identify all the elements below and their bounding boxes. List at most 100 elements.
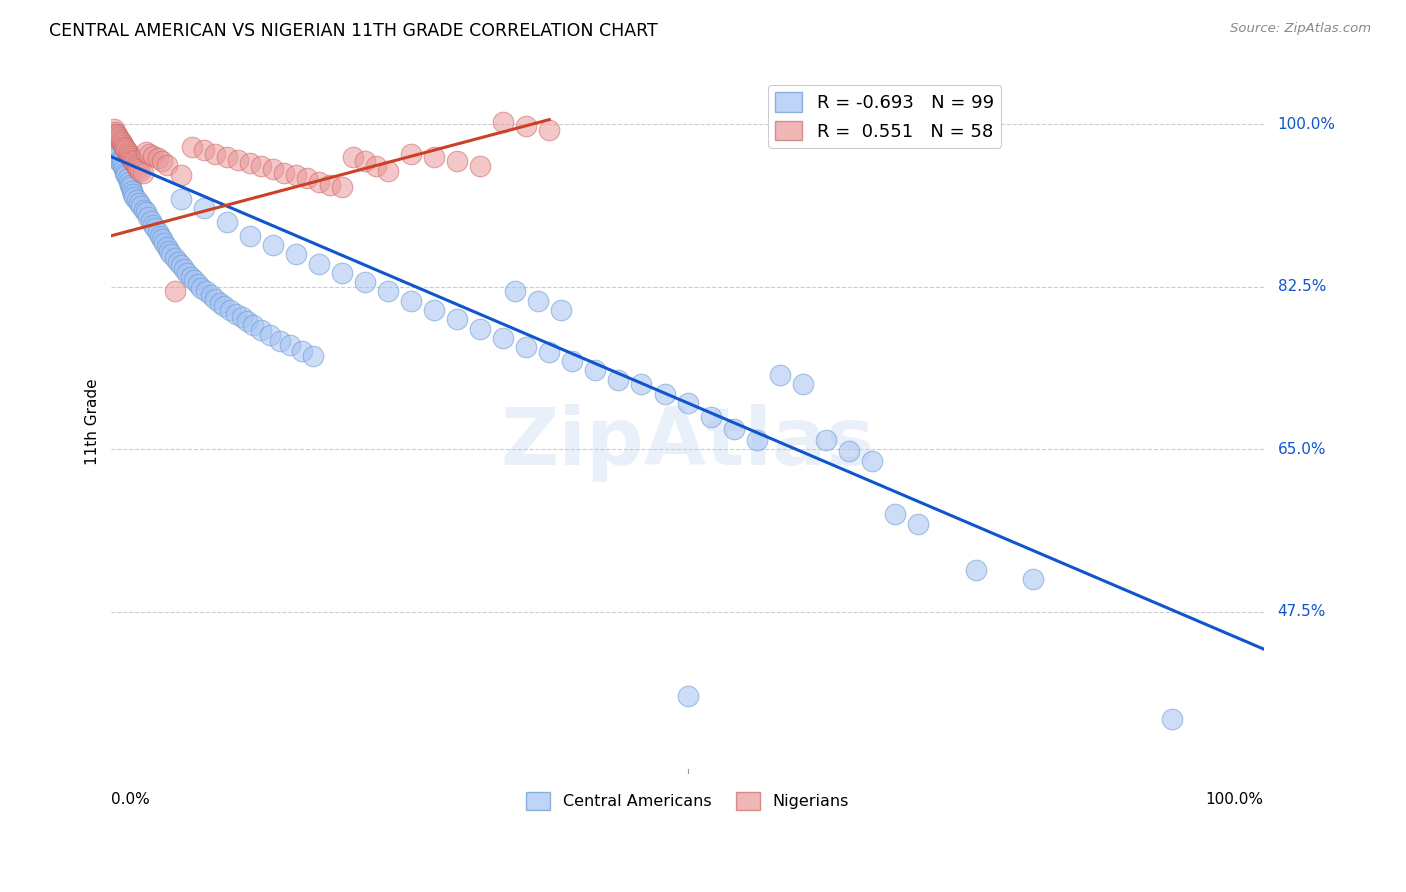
Point: [676, 689, 699, 703]
Point: [190, 281, 212, 295]
Point: [127, 161, 149, 176]
Point: [330, 266, 353, 280]
Point: [194, 285, 217, 299]
Point: [538, 123, 561, 137]
Point: [103, 140, 125, 154]
Point: [136, 210, 159, 224]
Point: [176, 266, 198, 280]
Point: [1022, 573, 1045, 587]
Point: [250, 159, 273, 173]
Point: [215, 150, 238, 164]
Point: [308, 175, 330, 189]
Point: [138, 147, 160, 161]
Point: [124, 190, 146, 204]
Point: [111, 137, 134, 152]
Point: [181, 140, 204, 154]
Point: [273, 165, 295, 179]
Point: [214, 299, 236, 313]
Point: [120, 180, 142, 194]
Point: [814, 433, 837, 447]
Point: [231, 310, 253, 325]
Point: [446, 312, 468, 326]
Point: [142, 149, 165, 163]
Point: [284, 169, 307, 183]
Point: [157, 244, 180, 258]
Point: [118, 178, 141, 192]
Legend: Central Americans, Nigerians: Central Americans, Nigerians: [520, 786, 855, 816]
Point: [169, 259, 191, 273]
Point: [122, 186, 145, 201]
Point: [204, 292, 226, 306]
Point: [115, 169, 138, 183]
Point: [215, 215, 238, 229]
Point: [468, 321, 491, 335]
Point: [423, 303, 446, 318]
Point: [1160, 712, 1182, 726]
Point: [187, 277, 209, 291]
Point: [468, 159, 491, 173]
Point: [125, 160, 148, 174]
Point: [111, 153, 134, 167]
Point: [156, 158, 179, 172]
Point: [173, 262, 195, 277]
Point: [838, 444, 860, 458]
Point: [111, 159, 134, 173]
Point: [446, 154, 468, 169]
Point: [146, 225, 169, 239]
Text: 82.5%: 82.5%: [1278, 279, 1326, 294]
Point: [149, 228, 172, 243]
Point: [167, 254, 190, 268]
Point: [259, 328, 281, 343]
Point: [108, 154, 131, 169]
Point: [108, 132, 131, 146]
Point: [107, 147, 129, 161]
Point: [183, 273, 205, 287]
Point: [860, 453, 883, 467]
Point: [526, 293, 548, 308]
Point: [104, 125, 127, 139]
Point: [117, 145, 139, 160]
Point: [884, 508, 907, 522]
Point: [129, 163, 152, 178]
Point: [124, 158, 146, 172]
Point: [142, 218, 165, 232]
Point: [114, 165, 136, 179]
Point: [226, 153, 249, 167]
Point: [225, 307, 247, 321]
Point: [105, 127, 128, 141]
Point: [342, 150, 364, 164]
Point: [377, 285, 399, 299]
Point: [354, 275, 377, 289]
Point: [204, 147, 226, 161]
Point: [193, 201, 215, 215]
Point: [262, 238, 284, 252]
Point: [135, 145, 157, 160]
Point: [114, 141, 136, 155]
Text: 0.0%: 0.0%: [111, 792, 150, 807]
Text: 100.0%: 100.0%: [1206, 792, 1264, 807]
Point: [515, 340, 537, 354]
Point: [125, 194, 148, 208]
Point: [503, 285, 526, 299]
Point: [169, 192, 191, 206]
Text: CENTRAL AMERICAN VS NIGERIAN 11TH GRADE CORRELATION CHART: CENTRAL AMERICAN VS NIGERIAN 11TH GRADE …: [49, 22, 658, 40]
Point: [193, 143, 215, 157]
Point: [122, 154, 145, 169]
Text: Source: ZipAtlas.com: Source: ZipAtlas.com: [1230, 22, 1371, 36]
Point: [676, 396, 699, 410]
Point: [105, 150, 128, 164]
Point: [150, 232, 173, 246]
Point: [103, 122, 125, 136]
Point: [769, 368, 792, 382]
Point: [239, 228, 262, 243]
Point: [219, 303, 242, 318]
Point: [561, 354, 583, 368]
Text: 47.5%: 47.5%: [1278, 605, 1326, 619]
Point: [146, 151, 169, 165]
Point: [112, 161, 135, 176]
Point: [180, 269, 202, 284]
Point: [515, 119, 537, 133]
Point: [354, 154, 377, 169]
Point: [269, 334, 291, 348]
Point: [105, 128, 128, 143]
